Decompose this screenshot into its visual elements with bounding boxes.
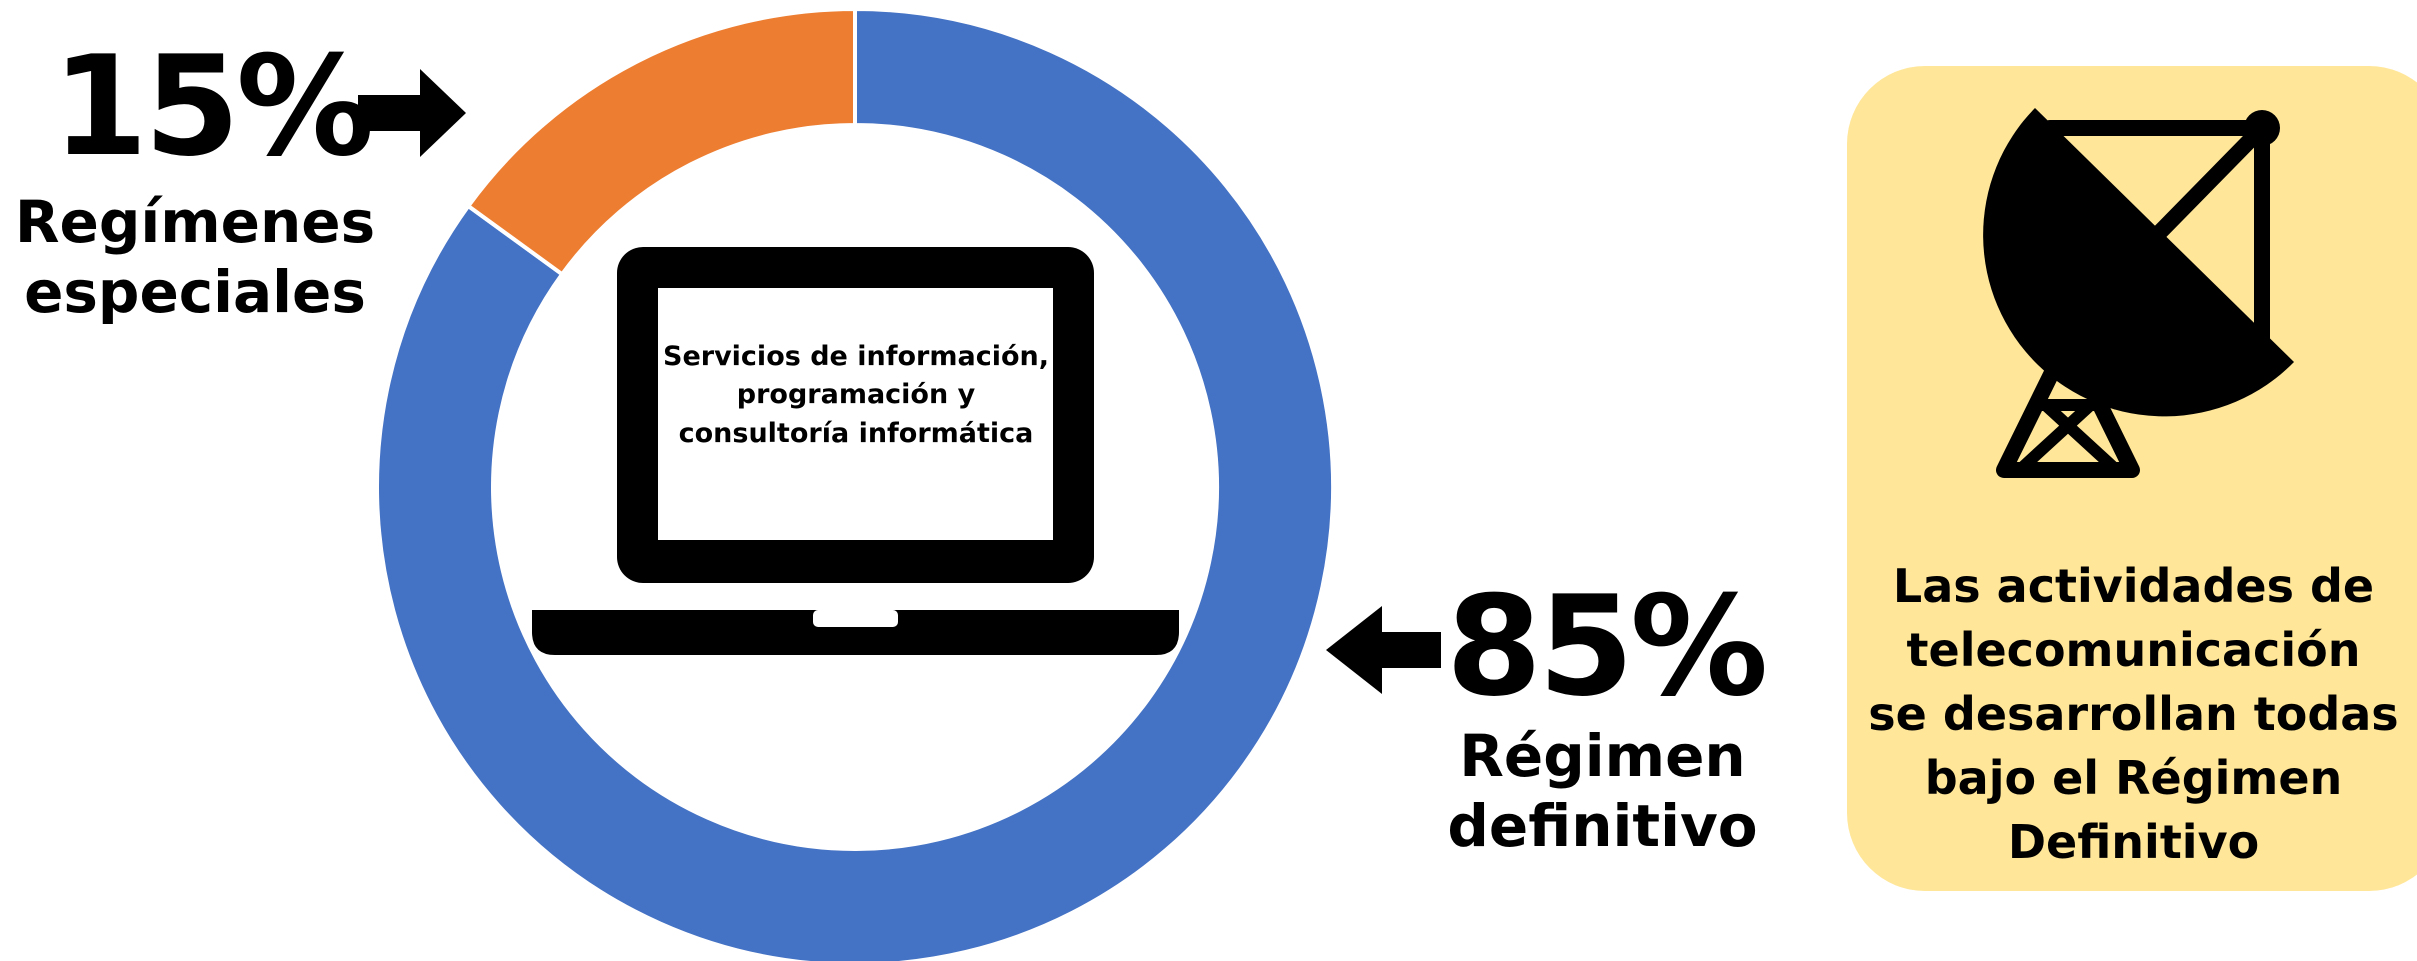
note-line: Las actividades de xyxy=(1892,559,2375,613)
arrow-right xyxy=(358,69,466,157)
note-line: Definitivo xyxy=(2007,814,2260,869)
donut-segment xyxy=(375,6,1335,961)
value-label: 15% xyxy=(52,26,374,187)
donut xyxy=(375,6,1335,961)
note-line: bajo el Régimen xyxy=(1924,750,2343,805)
center-text: Servicios de información, programación y… xyxy=(663,341,1049,449)
value-label: 85% xyxy=(1446,566,1768,727)
laptop-icon xyxy=(532,247,1179,655)
category-label: Régimen definitivo xyxy=(1447,722,1758,860)
satellite-icon xyxy=(1983,108,2294,478)
arrow-left xyxy=(1326,606,1441,694)
donut-segment xyxy=(465,6,857,278)
category-label: Regímenes especiales xyxy=(14,188,376,326)
note-line: telecomunicación xyxy=(1906,622,2361,677)
note-text: Las actividades de telecomunicación se des… xyxy=(1850,555,2417,875)
note-line: se desarrollan todas xyxy=(1868,686,2399,741)
